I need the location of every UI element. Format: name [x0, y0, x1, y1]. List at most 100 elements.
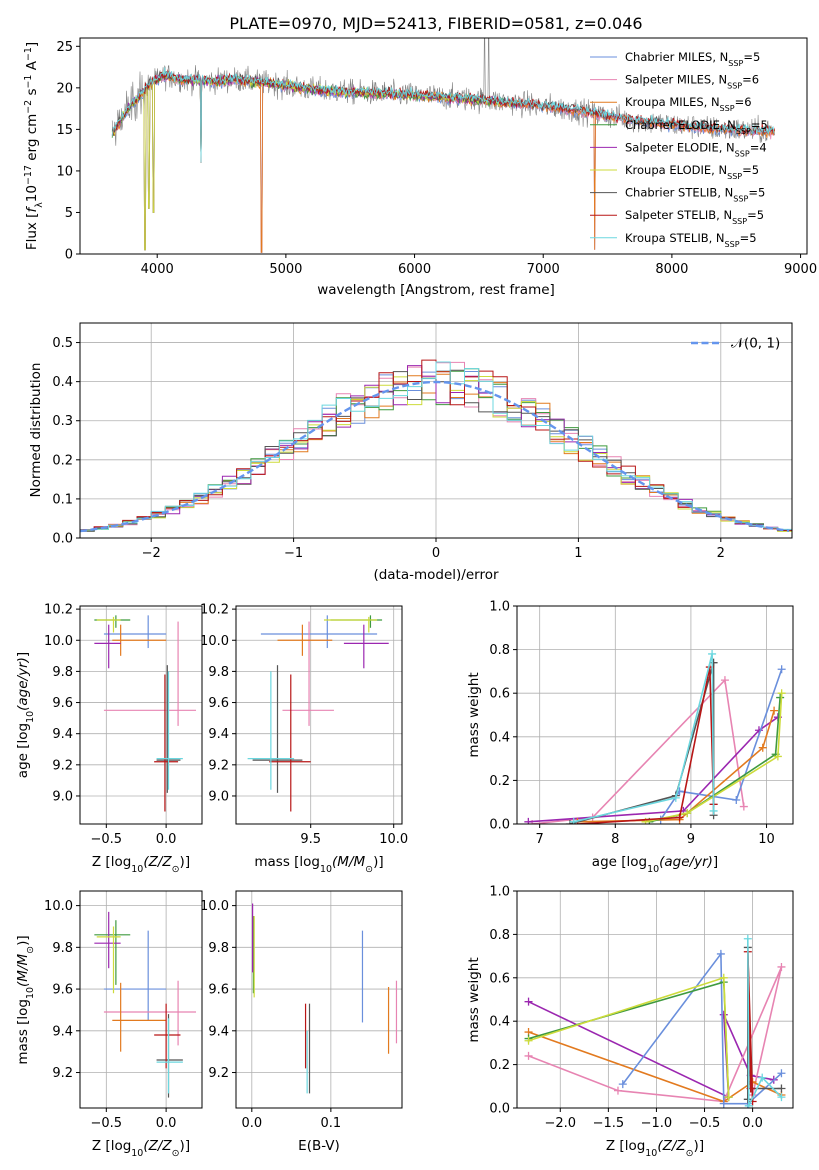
x-axis-label: wavelength [Angstrom, rest frame] — [317, 282, 555, 298]
y-tick-label: 9.6 — [208, 983, 229, 998]
panel-mass_weight_vs_Z: −2.0 −1.5 −1.0 −0.5 0.0 0.0 0.2 0.4 0.6 0.8 1.0 Z [… — [466, 885, 794, 1159]
x-axis-label: Z [log10(Z/Z⊙)] — [92, 854, 190, 875]
series-salpeter_elodie — [528, 716, 779, 823]
marker-chabrier_miles — [777, 665, 786, 674]
marker-salpeter_elodie — [524, 817, 533, 824]
x-tick-label: 10.0 — [379, 832, 408, 847]
panel-mass_vs_Z: −0.5 0.0 9.2 9.4 9.6 9.8 10.0 Z [log10(Z/Z⊙)] ma… — [15, 890, 203, 1159]
marker-salpeter_miles — [739, 802, 748, 811]
y-tick-label: 5 — [65, 206, 73, 221]
x-tick-label: 8 — [611, 832, 619, 847]
x-tick-label: −0.5 — [91, 1116, 123, 1131]
series-chabrier_miles — [622, 951, 783, 1105]
y-axis-label: age [log10(age/yr)] — [15, 652, 36, 778]
model-spectrum-kroupa_stelib — [111, 67, 775, 163]
axes-frame — [79, 605, 203, 825]
marker-chabrier_stelib — [709, 658, 718, 667]
x-axis-label: age [log10(age/yr)] — [592, 854, 718, 875]
x-tick-label: 9 — [687, 832, 695, 847]
y-tick-label: 9.2 — [52, 1066, 73, 1081]
marker-chabrier_miles — [719, 1099, 728, 1108]
plot-area — [94, 615, 197, 812]
plot-area — [524, 649, 786, 824]
marker-chabrier_miles — [716, 949, 725, 958]
marker-salpeter_miles — [613, 1086, 622, 1095]
y-tick-label: 9.2 — [208, 758, 229, 773]
marker-chabrier_miles — [777, 1069, 786, 1078]
legend-entry: Salpeter STELIB, NSSP=5 — [625, 208, 764, 226]
panel-residuals: −2 −1 0 1 2 0.0 0.1 0.2 0.3 0.4 0.5 (data-model)/er… — [28, 322, 793, 583]
legend-entry: Kroupa ELODIE, NSSP=5 — [625, 163, 759, 181]
marker-kroupa_elodie — [683, 809, 692, 818]
histogram-kroupa_stelib — [80, 361, 792, 538]
y-tick-label: 15 — [56, 123, 73, 138]
marker-kroupa_stelib — [758, 1073, 767, 1082]
y-tick-label: 0.8 — [489, 928, 510, 943]
marker-salpeter_stelib — [675, 813, 684, 822]
y-tick-label: 0.5 — [52, 336, 73, 351]
model-spectrum-salpeter_elodie — [111, 71, 518, 251]
figure-title: PLATE=0970, MJD=52413, FIBERID=0581, z=0… — [229, 14, 642, 33]
series-salpeter_stelib — [577, 666, 715, 824]
y-tick-label: 0.3 — [52, 414, 73, 429]
x-tick-label: 6000 — [398, 262, 431, 277]
y-tick-label: 0.8 — [489, 643, 510, 658]
panel-mass_weight_vs_age: 7 8 9 10 0.0 0.2 0.4 0.6 0.8 1.0 age [log10(age/yr… — [466, 600, 794, 875]
y-tick-label: 9.2 — [52, 758, 73, 773]
x-tick-label: 8000 — [655, 262, 688, 277]
y-tick-label: 1.0 — [489, 600, 510, 615]
y-tick-label: 0.4 — [489, 1015, 510, 1030]
series-kroupa_elodie — [528, 976, 730, 1098]
x-tick-label: 0.1 — [321, 1116, 342, 1131]
marker-chabrier_stelib — [743, 1095, 752, 1104]
x-tick-label: 0.0 — [241, 1116, 262, 1131]
series-kroupa_miles — [577, 710, 775, 823]
marker-kroupa_miles — [758, 743, 767, 752]
marker-chabrier_miles — [618, 1080, 627, 1089]
x-tick-label: 0.0 — [742, 1116, 763, 1131]
marker-kroupa_elodie — [777, 689, 786, 698]
marker-kroupa_stelib — [671, 793, 680, 802]
y-tick-label: 0.2 — [52, 453, 73, 468]
y-tick-label: 0.1 — [52, 492, 73, 507]
axes-frame — [79, 322, 793, 539]
marker-salpeter_miles — [777, 962, 786, 971]
x-tick-label: −0.5 — [91, 832, 123, 847]
panel-mass_vs_ebv: 0.0 0.1 9.2 9.4 9.6 9.8 10.0 E(B-V) — [200, 890, 403, 1154]
marker-kroupa_stelib — [708, 649, 717, 658]
plot-area — [252, 903, 398, 1094]
x-tick-label: 9.5 — [300, 832, 321, 847]
y-tick-label: 9.8 — [208, 941, 229, 956]
legend-entry: Salpeter ELODIE, NSSP=4 — [625, 140, 767, 158]
marker-chabrier_miles — [732, 796, 741, 805]
series-kroupa_stelib — [573, 653, 715, 823]
legend-entry: Kroupa STELIB, NSSP=5 — [625, 231, 757, 249]
series-salpeter_miles — [528, 966, 783, 1103]
marker-kroupa_elodie — [724, 1093, 733, 1102]
y-tick-label: 10.0 — [44, 899, 73, 914]
series-kroupa_elodie — [645, 693, 783, 823]
x-axis-label: mass [log10(M/M⊙)] — [254, 854, 383, 875]
x-tick-label: 0.0 — [156, 1116, 177, 1131]
y-tick-label: 0.6 — [489, 971, 510, 986]
y-tick-label: 10.0 — [44, 634, 73, 649]
marker-kroupa_stelib — [709, 806, 718, 815]
y-tick-label: 0.0 — [489, 1102, 510, 1117]
x-tick-label: 9000 — [784, 262, 817, 277]
marker-salpeter_miles — [524, 1051, 533, 1060]
axes-frame — [235, 605, 403, 825]
series-salpeter_miles — [532, 678, 745, 824]
gaussian-curve — [80, 380, 790, 533]
marker-chabrier_stelib — [777, 1084, 786, 1093]
x-tick-label: 0 — [432, 546, 440, 561]
x-tick-label: −2.0 — [544, 1116, 576, 1131]
y-tick-label: 10.2 — [44, 603, 73, 618]
y-tick-label: 9.0 — [208, 789, 229, 804]
x-tick-label: −1.0 — [641, 1116, 673, 1131]
y-tick-label: 0.4 — [52, 375, 73, 390]
y-tick-label: 10.0 — [200, 899, 229, 914]
series-salpeter_elodie — [528, 1000, 774, 1099]
axes-frame — [235, 890, 403, 1109]
y-tick-label: 0 — [65, 248, 73, 263]
